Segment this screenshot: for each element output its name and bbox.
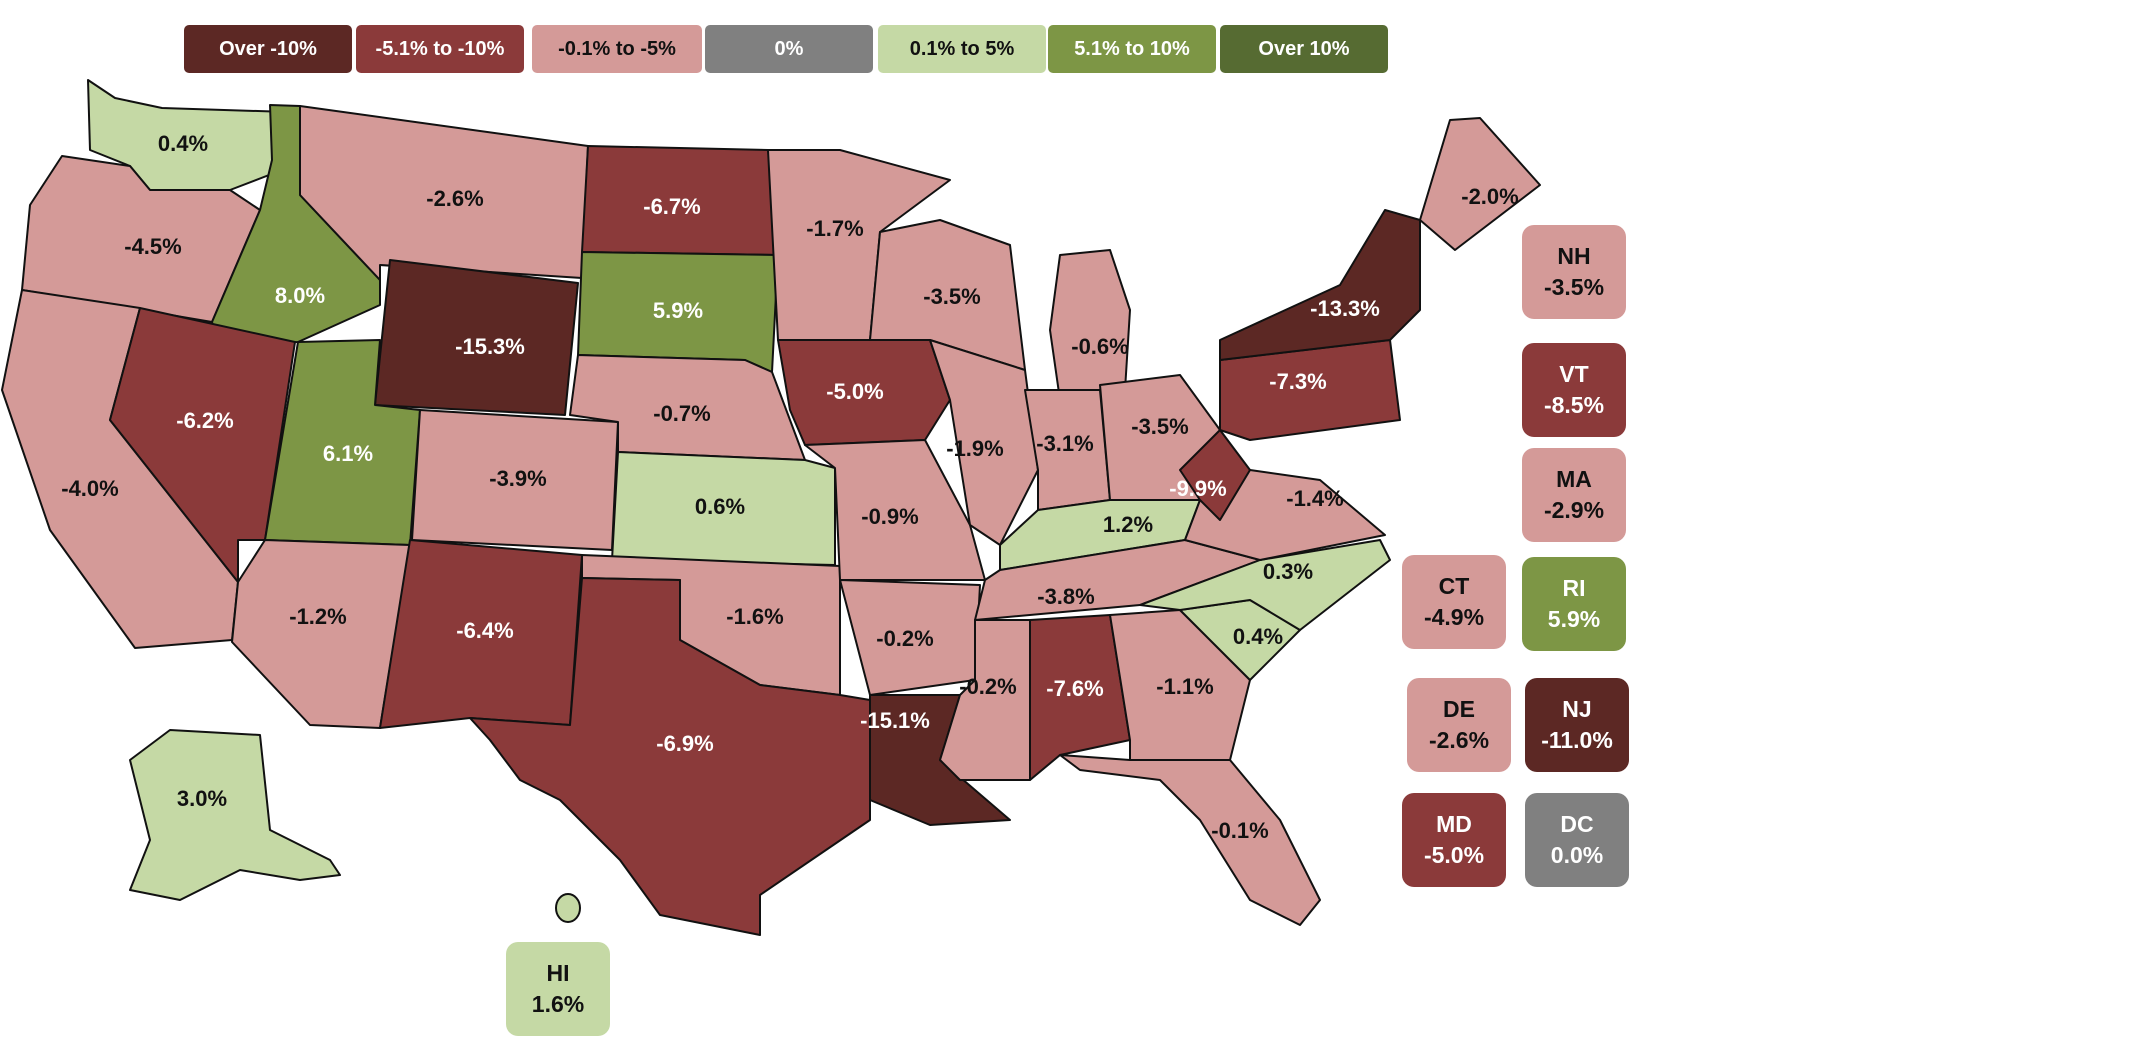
callout-MD[interactable]: MD -5.0% (1402, 793, 1506, 887)
state-label-WY: -15.3% (455, 334, 525, 359)
state-WA[interactable] (87, 79, 289, 191)
callout-NH-value: -3.5% (1543, 274, 1605, 300)
legend-5-to-10: 5.1% to 10% (1048, 25, 1216, 73)
callout-NH[interactable]: NH -3.5% (1522, 225, 1626, 319)
state-label-IL: -1.9% (946, 436, 1003, 461)
state-FL[interactable] (1059, 754, 1321, 926)
legend-0-to-5: 0.1% to 5% (878, 25, 1046, 73)
state-label-ND: -6.7% (643, 194, 700, 219)
callout-HI-code: HI (546, 959, 570, 986)
callout-CT-value: -4.9% (1423, 604, 1485, 630)
state-label-WA: 0.4% (158, 131, 208, 156)
state-HI[interactable] (555, 893, 581, 923)
state-label-MO: -0.9% (861, 504, 918, 529)
state-label-OR: -4.5% (124, 234, 181, 259)
callout-MA-value: -2.9% (1543, 497, 1605, 523)
callout-VT[interactable]: VT -8.5% (1522, 343, 1626, 437)
callout-DC-code: DC (1560, 810, 1594, 837)
state-AK[interactable] (129, 729, 341, 901)
state-label-NV: -6.2% (176, 408, 233, 433)
callout-MD-code: MD (1436, 810, 1472, 837)
state-label-WV: -9.9% (1169, 476, 1226, 501)
legend-minus-0-to-minus-5: -0.1% to -5% (532, 25, 702, 73)
state-label-AK: 3.0% (177, 786, 227, 811)
state-label-AR: -0.2% (876, 626, 933, 651)
state-AZ[interactable] (231, 539, 411, 729)
state-ME[interactable] (1419, 117, 1541, 251)
state-label-ME: -2.0% (1461, 184, 1518, 209)
state-label-GA: -1.1% (1156, 674, 1213, 699)
callout-VT-value: -8.5% (1543, 392, 1605, 418)
callout-VT-code: VT (1559, 360, 1589, 387)
state-label-AZ: -1.2% (289, 604, 346, 629)
state-label-LA: -15.1% (860, 708, 930, 733)
state-label-NM: -6.4% (456, 618, 513, 643)
legend-over-10: Over 10% (1220, 25, 1388, 73)
state-label-CO: -3.9% (489, 466, 546, 491)
state-label-VA: -1.4% (1286, 486, 1343, 511)
state-label-NY: -13.3% (1310, 296, 1380, 321)
state-label-NC: 0.3% (1263, 559, 1313, 584)
state-label-CA: -4.0% (61, 476, 118, 501)
state-label-IA: -5.0% (826, 379, 883, 404)
callout-MD-value: -5.0% (1423, 842, 1485, 868)
callout-DE-code: DE (1443, 695, 1475, 722)
callout-HI[interactable]: HI 1.6% (506, 942, 610, 1036)
state-label-IN: -3.1% (1036, 431, 1093, 456)
state-label-FL: -0.1% (1211, 818, 1268, 843)
state-NV[interactable] (109, 307, 296, 583)
callout-MA-code: MA (1556, 465, 1592, 492)
legend-zero: 0% (705, 25, 873, 73)
state-WV[interactable] (1179, 429, 1251, 521)
callout-NJ-value: -11.0% (1541, 727, 1613, 753)
state-AL[interactable] (1029, 614, 1131, 781)
state-MI[interactable] (1049, 249, 1131, 401)
callout-DE-value: -2.6% (1428, 727, 1490, 753)
callout-HI-value: 1.6% (531, 991, 585, 1017)
state-label-UT: 6.1% (323, 441, 373, 466)
state-label-TN: -3.8% (1037, 584, 1094, 609)
state-label-PA: -7.3% (1269, 369, 1326, 394)
callout-CT-code: CT (1438, 572, 1470, 599)
state-NY[interactable] (1219, 209, 1421, 361)
state-label-OH: -3.5% (1131, 414, 1188, 439)
state-label-SC: 0.4% (1233, 624, 1283, 649)
callout-RI-value: 5.9% (1547, 606, 1601, 632)
state-WY[interactable] (374, 259, 579, 416)
state-label-NE: -0.7% (653, 401, 710, 426)
callout-CT[interactable]: CT -4.9% (1402, 555, 1506, 649)
callout-RI[interactable]: RI 5.9% (1522, 557, 1626, 651)
state-label-MI: -0.6% (1071, 334, 1128, 359)
state-TX[interactable] (469, 577, 871, 936)
state-label-MS: -0.2% (959, 674, 1016, 699)
callout-NH-code: NH (1557, 242, 1591, 269)
state-label-WI: -3.5% (923, 284, 980, 309)
state-label-AL: -7.6% (1046, 676, 1103, 701)
state-label-KS: 0.6% (695, 494, 745, 519)
callout-RI-code: RI (1562, 574, 1586, 601)
callout-DC[interactable]: DC 0.0% (1525, 793, 1629, 887)
state-label-TX: -6.9% (656, 731, 713, 756)
callout-DE[interactable]: DE -2.6% (1407, 678, 1511, 772)
state-label-KY: 1.2% (1103, 512, 1153, 537)
state-label-OK: -1.6% (726, 604, 783, 629)
callout-NJ[interactable]: NJ -11.0% (1525, 678, 1629, 772)
legend-over-minus-10: Over -10% (184, 25, 352, 73)
state-label-MN: -1.7% (806, 216, 863, 241)
state-label-SD: 5.9% (653, 298, 703, 323)
legend-minus-5-to-minus-10: -5.1% to -10% (356, 25, 524, 73)
callout-DC-value: 0.0% (1550, 842, 1604, 868)
state-label-MT: -2.6% (426, 186, 483, 211)
state-KS[interactable] (611, 451, 836, 566)
state-label-ID: 8.0% (275, 283, 325, 308)
callout-NJ-code: NJ (1562, 695, 1592, 722)
callout-MA[interactable]: MA -2.9% (1522, 448, 1626, 542)
